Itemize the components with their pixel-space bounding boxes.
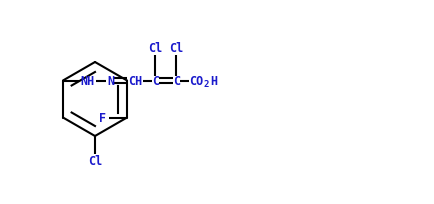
- Text: Cl: Cl: [169, 42, 183, 55]
- Text: H: H: [210, 75, 217, 88]
- Text: 2: 2: [204, 80, 209, 89]
- Text: F: F: [99, 111, 106, 124]
- Text: CO: CO: [188, 75, 203, 88]
- Text: C: C: [151, 75, 159, 88]
- Text: C: C: [173, 75, 180, 88]
- Text: Cl: Cl: [88, 155, 102, 168]
- Text: Cl: Cl: [148, 42, 162, 55]
- Text: CH: CH: [128, 75, 142, 88]
- Text: N: N: [107, 75, 114, 88]
- Text: NH: NH: [80, 75, 94, 88]
